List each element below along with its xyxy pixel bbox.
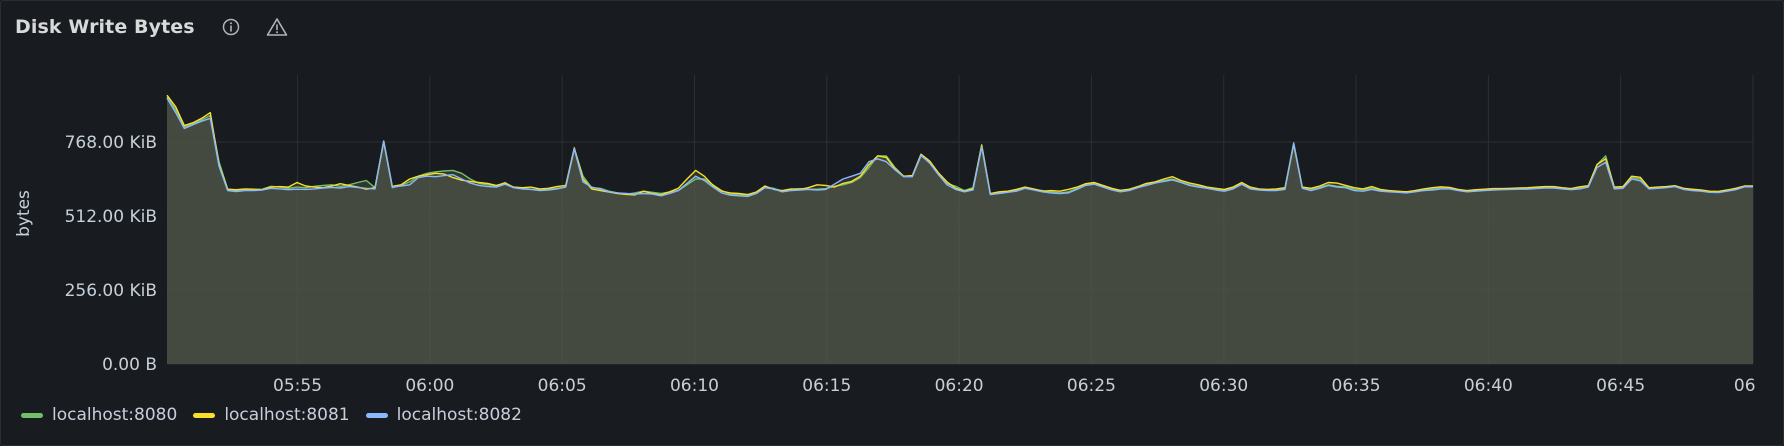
x-tick-label: 05:55: [273, 376, 322, 396]
panel-title[interactable]: Disk Write Bytes: [15, 16, 195, 38]
panel-header: Disk Write Bytes: [15, 11, 289, 43]
chart-grid: [167, 75, 1754, 365]
y-tick-label: 768.00 KiB: [65, 133, 157, 153]
x-tick-label: 06:20: [935, 376, 984, 396]
x-tick-label: 06:00: [405, 376, 454, 396]
legend-swatch: [193, 412, 216, 418]
warning-icon[interactable]: [265, 15, 289, 39]
x-tick-label: 06:35: [1332, 376, 1381, 396]
chart-legend: localhost:8080 localhost:8081 localhost:80…: [21, 401, 538, 429]
legend-label: localhost:8082: [396, 405, 522, 425]
y-tick-label: 0.00 B: [102, 355, 157, 375]
legend-swatch: [365, 412, 388, 418]
y-axis-ticks: 0.00 B 256.00 KiB 512.00 KiB 768.00 KiB: [65, 133, 157, 375]
series-line[interactable]: [166, 97, 1753, 198]
series-area: [167, 96, 1753, 364]
time-series-chart[interactable]: 0.00 B 256.00 KiB 512.00 KiB 768.00 KiB 05:…: [1, 61, 1783, 401]
x-tick-label: 06:05: [538, 376, 587, 396]
y-axis-label: bytes: [14, 190, 34, 237]
x-tick-label: 06:45: [1596, 376, 1645, 396]
x-tick-label: 06:25: [1067, 376, 1116, 396]
legend-item[interactable]: localhost:8080: [21, 405, 177, 425]
x-tick-label: 06:15: [802, 376, 851, 396]
series-area: [167, 95, 1753, 364]
series-line[interactable]: [166, 96, 1753, 197]
series-line[interactable]: [166, 94, 1753, 196]
x-axis-ticks: 05:55 06:00 06:05 06:10 06:15 06:20 06:25 06:30…: [273, 376, 1772, 396]
y-tick-label: 512.00 KiB: [65, 207, 157, 227]
legend-swatch: [21, 412, 43, 418]
x-tick-label: 06:30: [1199, 376, 1248, 396]
series-layer: [166, 94, 1753, 364]
legend-label: localhost:8081: [224, 405, 350, 425]
x-tick-label: 06:5: [1734, 376, 1772, 396]
x-tick-label: 06:10: [670, 376, 719, 396]
series-area: [167, 98, 1753, 364]
x-tick-label: 06:40: [1464, 376, 1513, 396]
y-tick-label: 256.00 KiB: [65, 281, 157, 301]
legend-label: localhost:8080: [52, 405, 178, 425]
legend-item[interactable]: localhost:8082: [365, 405, 522, 425]
info-icon[interactable]: [219, 15, 243, 39]
legend-item[interactable]: localhost:8081: [193, 405, 350, 425]
